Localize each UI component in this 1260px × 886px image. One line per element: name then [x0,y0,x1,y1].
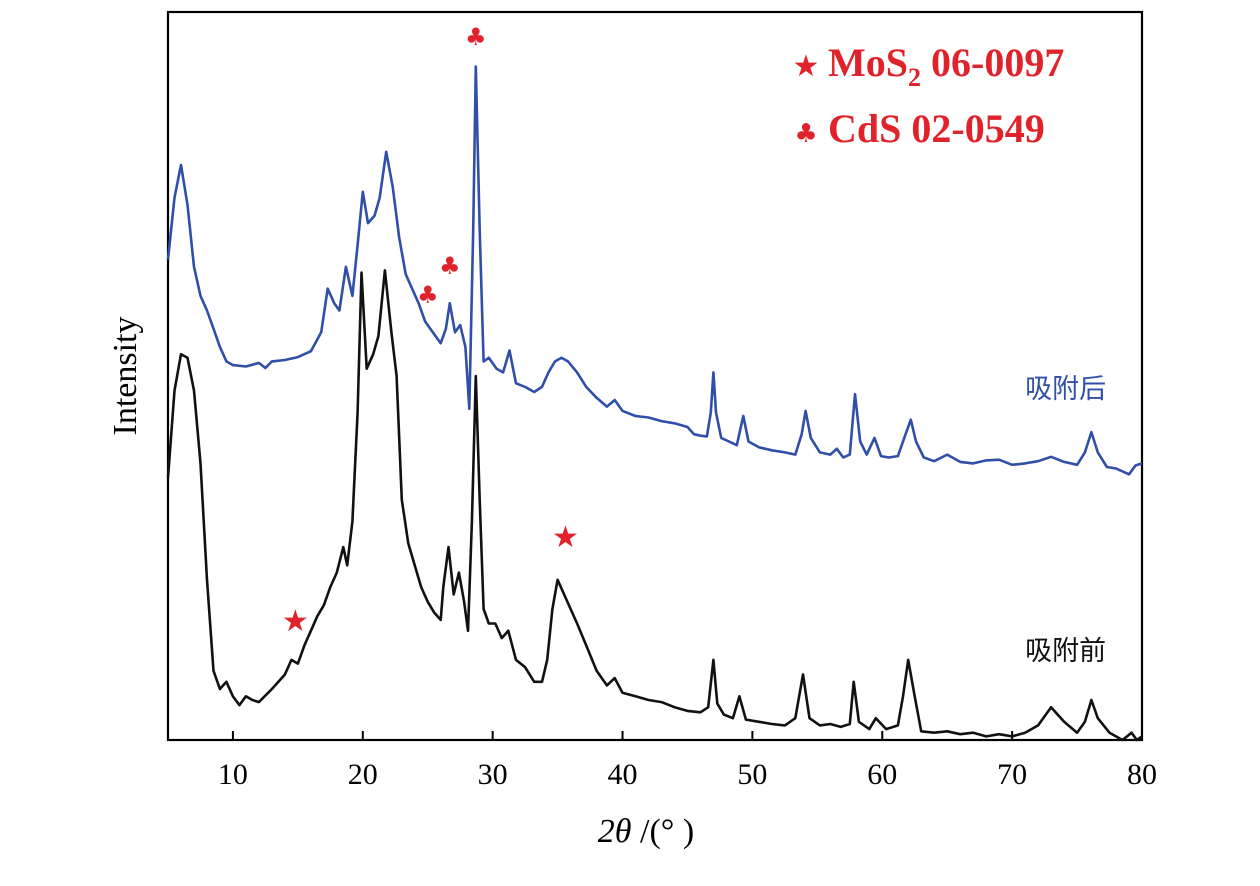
x-tick-label-70: 70 [997,758,1027,791]
x-axis-ticks: 10 20 30 40 50 60 70 80 [218,731,1157,791]
peak-marker-2-2: ★ [552,520,579,555]
legend-marker-2: ♣ [794,119,817,149]
peak-marker-1-2: ♣ [439,252,461,280]
x-tick-label-80: 80 [1127,758,1157,791]
legend: ★ MoS2 06-0097 ♣ CdS 02-0549 [793,40,1065,151]
series-label-1: 吸附后 [1025,374,1106,405]
x-tick-label-50: 50 [737,758,767,791]
x-tick-label-10: 10 [218,758,248,791]
legend-label-2: CdS 02-0549 [828,106,1045,151]
x-tick-label-40: 40 [608,758,638,791]
x-axis-title-symbol: 2θ [598,813,632,850]
series-label-2: 吸附前 [1025,636,1106,667]
peak-marker-2-1: ★ [282,604,309,639]
peak-marker-1-1: ♣ [417,281,439,309]
x-axis-title: 2θ /(° ) [598,813,694,850]
x-axis-title-unit: /(° ) [632,813,695,850]
peak-marker-1-3: ♣ [465,23,487,51]
y-axis-title: Intensity [107,317,144,436]
series-line-2 [166,269,1143,742]
legend-marker-1: ★ [793,49,820,84]
x-tick-label-60: 60 [867,758,897,791]
series-line-1 [166,65,1143,476]
plot-frame [166,10,1144,742]
x-tick-label-20: 20 [348,758,378,791]
series-layer [166,65,1143,742]
x-tick-label-30: 30 [478,758,508,791]
legend-label-1: MoS2 06-0097 [828,40,1064,92]
marker-layer: ♣♣♣★★ [282,23,579,639]
